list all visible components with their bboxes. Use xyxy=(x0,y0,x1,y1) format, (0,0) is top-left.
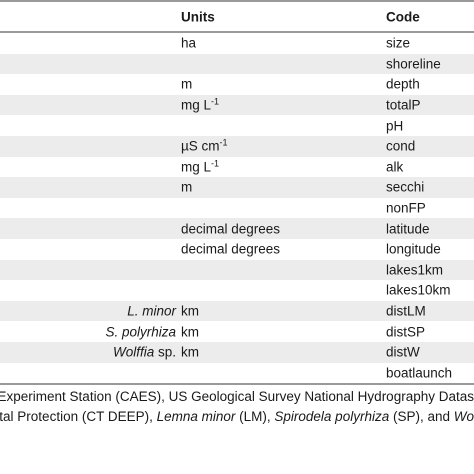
cell-code: cond xyxy=(386,138,416,154)
cell-code: latitude xyxy=(386,221,430,237)
footnote-segment: (SP), and xyxy=(389,409,454,424)
cell-variable: S. polyrhiza xyxy=(105,324,176,339)
cell-code: shoreline xyxy=(386,56,441,72)
table-row: mg L-1 alk xyxy=(0,157,474,178)
cell-units: m xyxy=(181,180,192,195)
table-row: Wolffia sp. km distW xyxy=(0,341,474,363)
cell-units: km xyxy=(181,324,199,339)
table-row: S. polyrhiza km distSP xyxy=(0,321,474,342)
cell-code: size xyxy=(386,35,411,51)
table-row: ha size xyxy=(0,33,474,54)
cell-variable: L. minor xyxy=(127,304,176,319)
cell-code: depth xyxy=(386,76,420,92)
table-row: m depth xyxy=(0,74,474,95)
units-text: mg L xyxy=(181,97,212,113)
table-row: L. minor km distLM xyxy=(0,300,474,322)
units-text: µS cm xyxy=(181,138,220,154)
table-row: m secchi xyxy=(0,177,474,198)
footnote-line-2: mental Protection (CT DEEP), Lemna minor… xyxy=(0,407,474,427)
table-row: pH xyxy=(0,115,474,136)
variable-suffix: sp. xyxy=(154,344,176,360)
variable-species: S. polyrhiza xyxy=(105,324,176,340)
cell-code: distSP xyxy=(386,324,426,340)
data-table: Units Code ha size shoreline m depth mg L-1 to… xyxy=(0,0,474,386)
units-text: km xyxy=(181,303,199,319)
table-row: shoreline xyxy=(0,53,474,75)
cell-units: ha xyxy=(181,36,196,51)
cell-units: decimal degrees xyxy=(181,242,280,257)
table-header: Units Code xyxy=(0,0,474,33)
footnote-segment: (LM), xyxy=(235,409,275,424)
header-code: Code xyxy=(386,9,420,24)
cell-code: distLM xyxy=(386,303,426,319)
cell-code: alk xyxy=(386,159,404,175)
cell-units: µS cm-1 xyxy=(181,137,228,154)
cell-code: pH xyxy=(386,118,404,134)
cell-code: distW xyxy=(386,344,420,360)
cell-units: mg L-1 xyxy=(181,96,220,113)
cell-units: m xyxy=(181,77,192,92)
footnote-segment: mental Protection (CT DEEP), xyxy=(0,409,153,424)
cell-units: km xyxy=(181,345,199,360)
variable-species: L. minor xyxy=(127,303,176,319)
table-body: ha size shoreline m depth mg L-1 totalP pH µS cm… xyxy=(0,33,474,386)
header-units: Units xyxy=(181,9,215,24)
units-text: m xyxy=(181,179,193,195)
cell-code: lakes10km xyxy=(386,282,451,298)
units-exponent: -1 xyxy=(219,137,228,148)
units-text: decimal degrees xyxy=(181,241,281,257)
units-text: mg L xyxy=(181,159,212,175)
units-text: km xyxy=(181,324,199,340)
cell-code: boatlaunch xyxy=(386,365,453,381)
cell-code: secchi xyxy=(386,179,425,195)
units-text: ha xyxy=(181,35,197,51)
cell-units: mg L-1 xyxy=(181,158,220,175)
table-row: lakes10km xyxy=(0,280,474,301)
cell-variable: Wolffia sp. xyxy=(113,345,176,360)
cell-units: km xyxy=(181,304,199,319)
table-row: µS cm-1 cond xyxy=(0,135,474,157)
footnote-line-1: ural Experiment Station (CAES), US Geolo… xyxy=(0,387,474,407)
footnote-species-sp: Spirodela polyrhiza xyxy=(274,409,390,424)
table-row: boatlaunch xyxy=(0,363,474,386)
footnote-species-w: Wo xyxy=(453,409,474,424)
table-row: mg L-1 totalP xyxy=(0,94,474,116)
cell-code: lakes1km xyxy=(386,262,444,278)
units-text: decimal degrees xyxy=(181,221,281,237)
table-row: decimal degrees latitude xyxy=(0,218,474,239)
variable-species: Wolffia xyxy=(112,344,155,360)
table-row: lakes1km xyxy=(0,259,474,281)
units-text: m xyxy=(181,76,193,92)
units-exponent: -1 xyxy=(211,158,220,169)
cell-code: nonFP xyxy=(386,200,426,216)
footnote-species-lm: Lemna minor xyxy=(156,409,236,424)
cell-code: longitude xyxy=(386,241,441,257)
cell-code: totalP xyxy=(386,97,421,113)
table-footnote: ural Experiment Station (CAES), US Geolo… xyxy=(0,387,474,427)
cell-units: decimal degrees xyxy=(181,221,280,236)
units-text: km xyxy=(181,344,199,360)
table-row: nonFP xyxy=(0,198,474,219)
units-exponent: -1 xyxy=(211,96,220,107)
footnote-text-2: mental Protection (CT DEEP), Lemna minor… xyxy=(0,407,474,427)
footnote-text-1: ural Experiment Station (CAES), US Geolo… xyxy=(0,389,474,404)
table-row: decimal degrees longitude xyxy=(0,239,474,260)
